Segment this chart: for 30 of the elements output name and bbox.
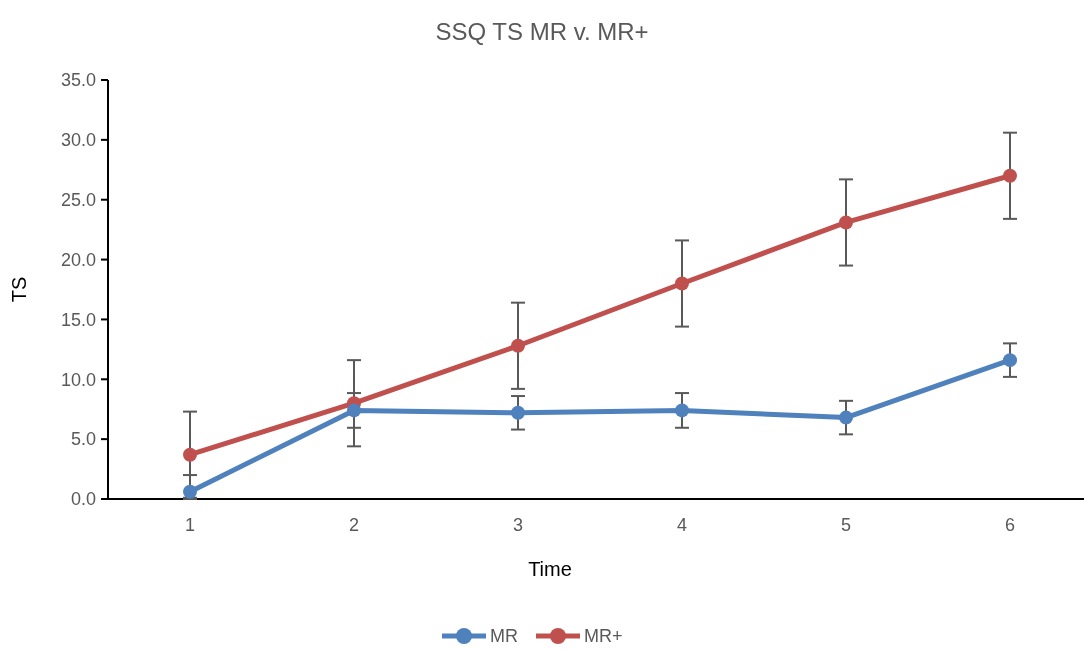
point [839, 410, 853, 425]
x-tick-label: 5 [840, 515, 852, 535]
point [511, 405, 525, 420]
y-tick-label: 15.0 [60, 309, 96, 330]
y-tick-label: 5.0 [70, 429, 96, 450]
point [511, 338, 525, 353]
x-tick-label: 3 [512, 515, 524, 535]
point [183, 447, 197, 462]
x-tick-label: 6 [1004, 515, 1016, 535]
x-axis-title: Time [528, 558, 572, 580]
x-tick-label: 1 [184, 515, 196, 535]
point [1003, 353, 1017, 368]
y-tick-label: 25.0 [60, 190, 96, 211]
x-tick-label: 2 [348, 515, 360, 535]
point [183, 484, 197, 499]
y-axis-title: TS [8, 276, 30, 303]
y-tick-label: 35.0 [60, 70, 96, 91]
point [1003, 168, 1017, 183]
y-tick-label: 20.0 [60, 249, 96, 270]
point [839, 215, 853, 230]
x-tick-label: 4 [676, 515, 688, 535]
y-tick-label: 10.0 [60, 369, 96, 390]
chart-title: SSQ TS MR v. MR+ [435, 18, 649, 45]
point [675, 276, 689, 291]
point [347, 403, 361, 418]
legend-label: MR+ [584, 626, 623, 647]
y-tick-label: 30.0 [60, 130, 96, 151]
y-tick-label: 0.0 [70, 489, 96, 510]
point [675, 403, 689, 418]
legend-label: MR [490, 626, 518, 647]
